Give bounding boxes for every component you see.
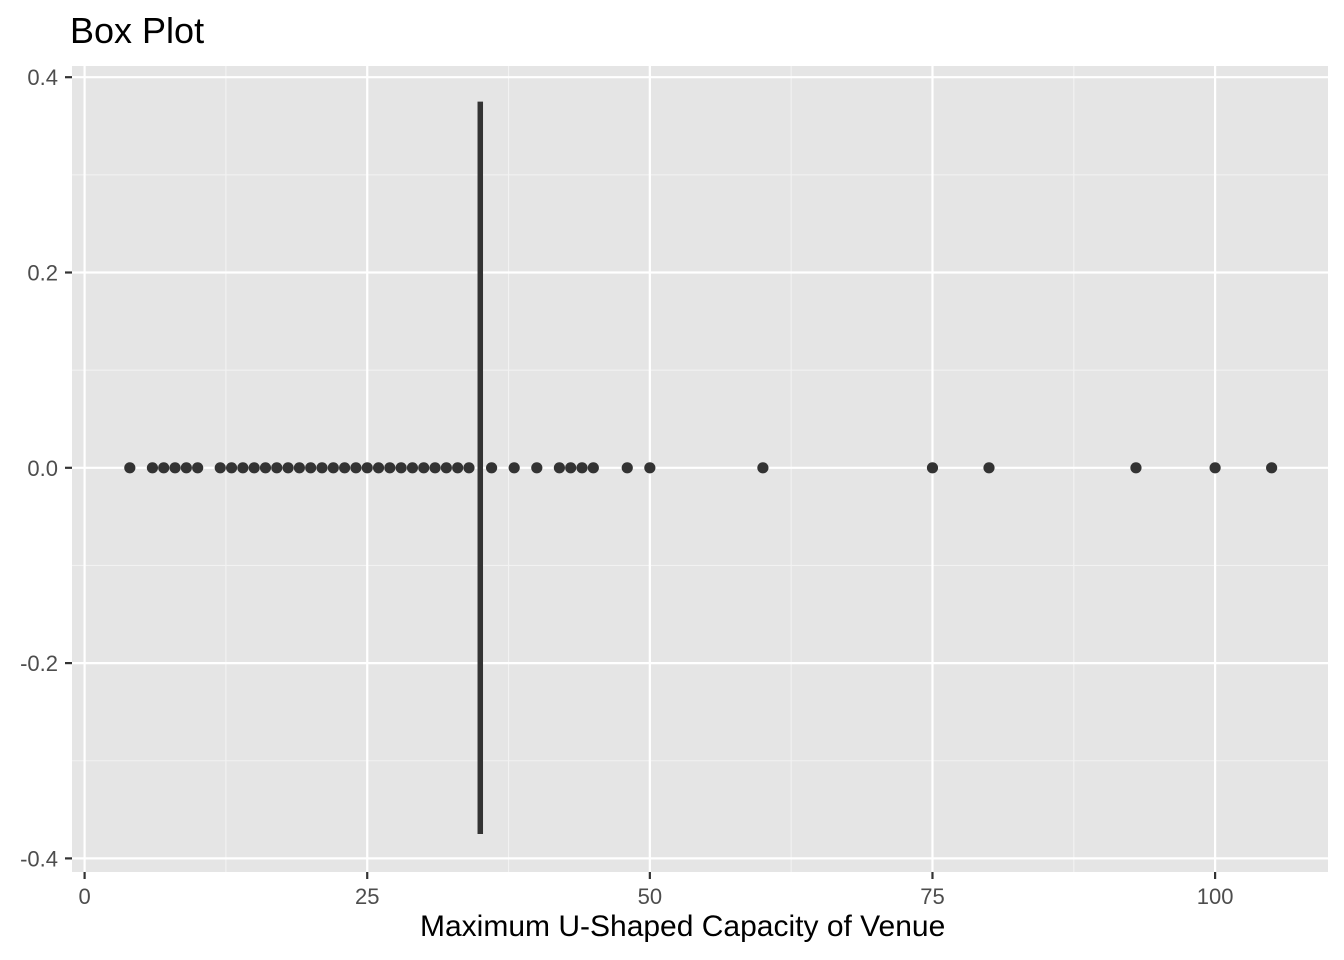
data-point [339, 462, 351, 474]
y-tick-label: 0.0 [27, 456, 58, 481]
data-point [621, 462, 633, 474]
data-point [192, 462, 204, 474]
data-point [158, 462, 170, 474]
data-point [395, 462, 407, 474]
data-point [146, 462, 159, 474]
data-point [180, 462, 192, 474]
x-tick-label: 50 [638, 884, 662, 909]
data-point [463, 462, 475, 474]
data-point [926, 462, 939, 474]
x-tick-label: 100 [1197, 884, 1234, 909]
data-point [1209, 462, 1221, 474]
data-point [316, 462, 328, 474]
x-axis: 0 25 50 75 100 [78, 872, 1233, 909]
data-point [644, 462, 656, 474]
data-point [225, 462, 238, 474]
data-point [531, 462, 543, 474]
data-point [587, 462, 599, 474]
chart-title: Box Plot [70, 10, 205, 51]
data-point [361, 462, 373, 474]
data-point [293, 462, 305, 474]
data-point [452, 462, 464, 474]
data-point [429, 462, 441, 474]
data-point [305, 462, 317, 474]
y-axis: -0.4 -0.2 0.0 0.2 0.4 [20, 65, 72, 871]
data-point [124, 462, 136, 474]
data-point [440, 462, 452, 474]
y-tick-label: -0.4 [20, 846, 58, 871]
x-axis-title: Maximum U-Shaped Capacity of Venue [420, 910, 946, 943]
data-point [406, 462, 419, 474]
data-point [372, 462, 385, 474]
data-point [553, 462, 566, 474]
data-point [384, 462, 396, 474]
x-tick-label: 25 [355, 884, 379, 909]
data-point [248, 462, 260, 474]
data-point [259, 462, 272, 474]
y-tick-label: 0.2 [27, 261, 58, 286]
data-point [237, 462, 249, 474]
data-point [576, 462, 588, 474]
data-point [757, 462, 769, 474]
data-point [327, 462, 339, 474]
y-tick-label: -0.2 [20, 651, 58, 676]
data-point [271, 462, 283, 474]
data-point [350, 462, 362, 474]
x-tick-label: 75 [920, 884, 944, 909]
data-point [508, 462, 520, 474]
minor-gridlines [72, 66, 1328, 872]
data-point [1266, 462, 1278, 474]
y-tick-label: 0.4 [27, 65, 58, 90]
data-point [1130, 462, 1142, 474]
data-point [418, 462, 430, 474]
data-point [214, 462, 226, 474]
data-point [169, 462, 181, 474]
data-point [565, 462, 577, 474]
data-points [124, 462, 1278, 474]
data-point [983, 462, 995, 474]
x-tick-label: 0 [78, 884, 90, 909]
data-point [485, 462, 498, 474]
data-point [282, 462, 294, 474]
